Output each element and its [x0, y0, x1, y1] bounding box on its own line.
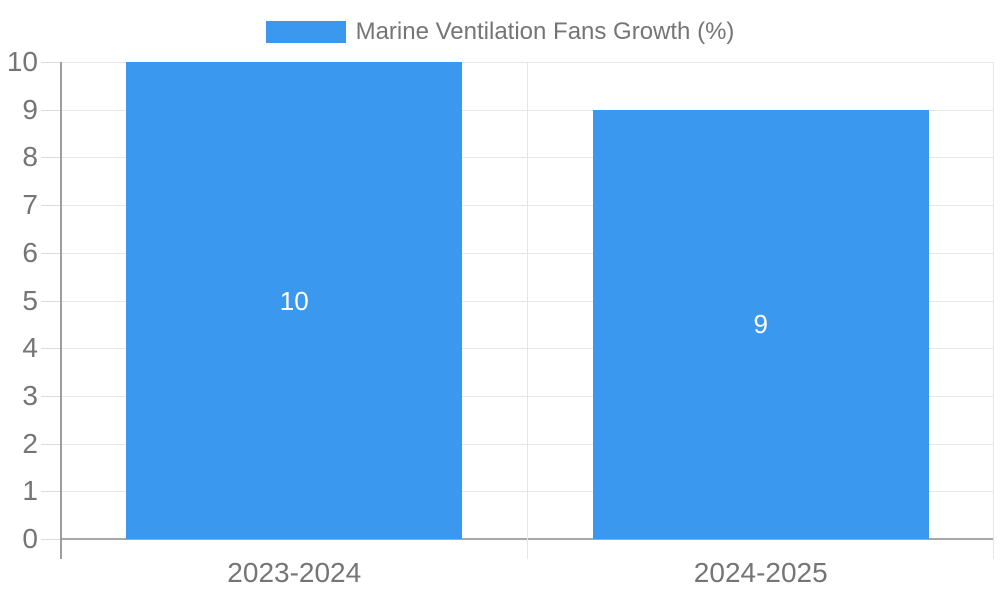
y-tick — [41, 157, 61, 158]
plot-area: 0 1 2 3 4 5 6 7 8 9 10 10 2023-2024 9 2024-2025 — [7, 46, 994, 588]
bar-value-label: 9 — [753, 309, 768, 340]
y-tick-label: 10 — [6, 46, 38, 77]
y-tick-label: 2 — [22, 427, 38, 459]
h-gridline — [61, 491, 994, 492]
y-tick — [41, 62, 61, 63]
y-tick — [41, 301, 61, 302]
bar — [592, 109, 929, 539]
legend-label: Marine Ventilation Fans Growth (%) — [355, 18, 735, 45]
y-tick-label: 4 — [22, 332, 38, 364]
y-tick — [41, 539, 61, 540]
bar — [126, 62, 463, 539]
legend-swatch — [265, 21, 346, 43]
h-gridline — [61, 157, 994, 158]
y-tick — [41, 491, 61, 492]
y-tick — [41, 110, 61, 111]
bar-value-label: 10 — [279, 285, 309, 316]
h-gridline — [61, 62, 994, 63]
h-gridline — [61, 110, 994, 111]
y-tick-label: 7 — [22, 189, 38, 221]
chart-legend: Marine Ventilation Fans Growth (%) — [0, 15, 1000, 49]
y-tick-label: 1 — [22, 475, 38, 507]
y-tick-label: 6 — [22, 236, 38, 268]
y-tick-label: 0 — [22, 523, 38, 554]
h-gridline — [61, 253, 994, 254]
h-gridline — [61, 301, 994, 302]
y-tick-label: 5 — [22, 284, 38, 316]
y-axis-line — [60, 62, 62, 559]
y-tick — [41, 205, 61, 206]
x-axis-line — [61, 538, 994, 540]
y-tick — [41, 396, 61, 397]
y-tick — [41, 253, 61, 254]
h-gridline — [61, 444, 994, 445]
x-tick-label: 2023-2024 — [227, 557, 362, 588]
v-gridline — [993, 62, 994, 559]
y-tick-label: 3 — [22, 379, 38, 411]
y-tick-label: 9 — [22, 93, 38, 125]
h-gridline — [61, 205, 994, 206]
h-gridline — [61, 396, 994, 397]
y-tick-label: 8 — [22, 141, 38, 173]
y-tick — [41, 444, 61, 445]
y-tick — [41, 348, 61, 349]
h-gridline — [61, 348, 994, 349]
x-tick-label: 2024-2025 — [693, 557, 828, 588]
v-gridline — [526, 62, 528, 559]
